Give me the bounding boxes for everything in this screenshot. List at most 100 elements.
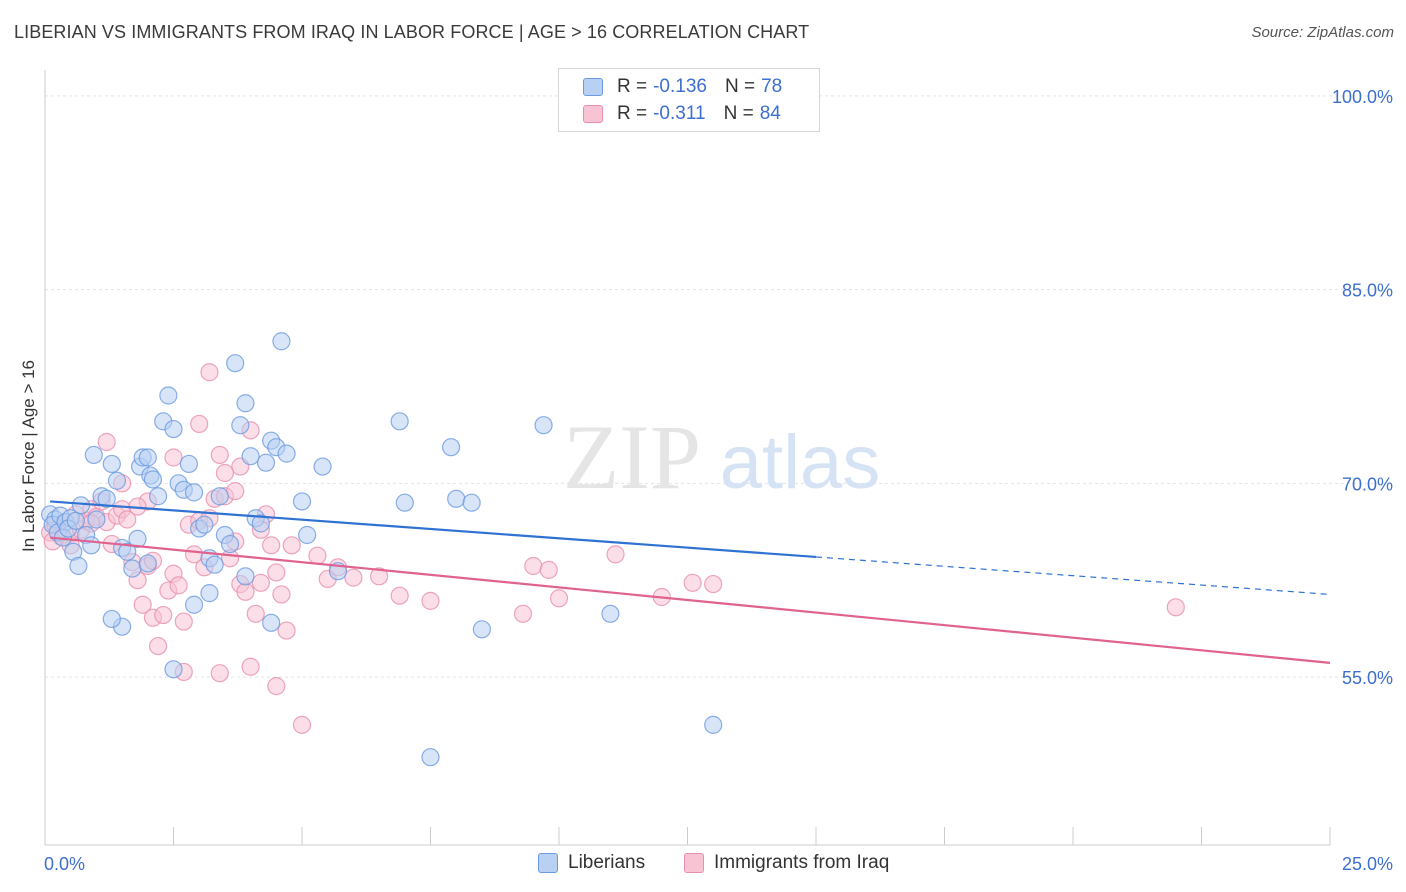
- liberian-point-55: [277, 444, 296, 463]
- liberian-point-36: [179, 454, 199, 474]
- iraq-point-22: [148, 636, 168, 656]
- bottom-legend-label-iraq: Immigrants from Iraq: [714, 852, 890, 873]
- liberian-point-45: [226, 354, 245, 373]
- iraq-point-39: [236, 582, 255, 601]
- legend-row-liberians: R = -0.136 N = 78: [583, 75, 782, 99]
- trend-liberians-extension: [815, 556, 1331, 596]
- liberian-point-70: [102, 609, 121, 629]
- bottom-legend-liberians: Liberians: [538, 852, 645, 874]
- liberian-point-76: [236, 567, 255, 586]
- iraq-point-23: [154, 605, 173, 625]
- iraq-point-57: [513, 604, 533, 623]
- liberian-point-74: [472, 620, 491, 639]
- liberian-point-18: [84, 445, 103, 465]
- liberian-point-47: [236, 394, 255, 413]
- iraq-point-26: [169, 576, 188, 595]
- liberian-point-41: [205, 555, 224, 574]
- legend-n-label: N =: [724, 76, 756, 97]
- iraq-point-27: [174, 612, 193, 631]
- iraq-point-40: [241, 657, 260, 676]
- bottom-legend-iraq: Immigrants from Iraq: [684, 852, 889, 874]
- watermark: ZIP atlas: [563, 406, 880, 508]
- legend-row-iraq: R = -0.311 N = 84: [583, 102, 781, 126]
- iraq-point-80: [215, 463, 234, 483]
- liberian-point-32: [159, 386, 178, 405]
- legend-r-label: R =: [617, 103, 648, 124]
- liberian-point-62: [447, 489, 466, 508]
- liberian-point-72: [200, 584, 219, 603]
- liberian-point-27: [138, 448, 157, 467]
- liberian-point-29: [143, 470, 163, 489]
- x-tick-label-1: 25.0%: [1342, 854, 1393, 874]
- iraq-point-16: [118, 510, 137, 529]
- y-tick-label-3: 55.0%: [1342, 668, 1393, 688]
- legend-n-value: 78: [761, 76, 783, 97]
- liberian-point-68: [164, 660, 183, 679]
- liberian-point-71: [184, 595, 204, 614]
- liberian-point-10: [71, 496, 91, 515]
- liberian-point-48: [241, 447, 260, 466]
- iraq-point-66: [200, 363, 219, 382]
- liberian-point-77: [138, 554, 157, 573]
- liberian-point-58: [313, 457, 332, 476]
- iraq-point-59: [539, 560, 558, 579]
- correlation-legend: R = -0.136 N = 78 R = -0.311 N = 84: [558, 68, 820, 132]
- iraq-point-78: [226, 481, 245, 501]
- liberian-point-56: [292, 492, 312, 511]
- legend-r-value: -0.136: [653, 76, 707, 97]
- bottom-legend-label-liberians: Liberians: [568, 852, 646, 873]
- liberian-point-23: [123, 559, 142, 578]
- x-tick-label-0: 0.0%: [44, 854, 85, 874]
- axes: [44, 70, 1331, 846]
- tick-labels: 100.0% 85.0% 70.0% 55.0% 0.0% 25.0%: [44, 87, 1393, 874]
- iraq-point-19: [133, 595, 152, 614]
- iraq-point-44: [262, 536, 281, 555]
- trend-lines: [50, 500, 1331, 664]
- iraq-point-42: [251, 573, 270, 592]
- liberian-point-30: [148, 487, 168, 506]
- liberian-point-65: [601, 604, 620, 623]
- iraq-point-48: [282, 536, 301, 555]
- series-liberians-points: [41, 332, 723, 767]
- liberian-point-12: [82, 536, 101, 555]
- iraq-point-54: [370, 567, 389, 586]
- liberian-point-59: [390, 412, 409, 431]
- liberian-point-73: [262, 613, 281, 632]
- iraq-point-68: [164, 448, 183, 467]
- iraq-point-58: [524, 556, 543, 576]
- liberian-point-20: [107, 471, 127, 490]
- iraq-point-60: [549, 589, 569, 608]
- iraq-point-74: [210, 664, 229, 683]
- liberian-point-57: [298, 525, 317, 545]
- liberian-point-39: [195, 515, 214, 534]
- iraq-point-53: [344, 568, 363, 587]
- iraq-point-56: [421, 591, 440, 610]
- bottom-legend-swatch-iraq: [684, 853, 704, 873]
- liberian-point-66: [704, 715, 723, 734]
- liberian-point-54: [272, 332, 291, 351]
- iraq-point-41: [246, 604, 265, 623]
- iraq-point-69: [97, 432, 116, 452]
- iraq-point-47: [277, 621, 296, 640]
- liberian-point-51: [256, 453, 276, 472]
- y-axis-label: In Labor Force | Age > 16: [19, 360, 38, 552]
- liberian-point-15: [87, 510, 106, 529]
- liberian-point-24: [128, 529, 147, 548]
- liberian-point-63: [462, 493, 481, 512]
- liberian-point-46: [231, 416, 250, 435]
- y-tick-label-0: 100.0%: [1332, 87, 1393, 107]
- legend-n-value: 84: [759, 103, 781, 124]
- bottom-legend-swatch-liberians: [538, 853, 558, 873]
- liberian-point-44: [220, 534, 240, 554]
- liberian-point-67: [421, 748, 440, 767]
- legend-swatch-iraq: [583, 105, 603, 123]
- y-tick-label-2: 70.0%: [1342, 474, 1393, 494]
- legend-swatch-liberians: [583, 78, 603, 96]
- liberian-point-60: [395, 493, 414, 512]
- iraq-point-67: [190, 414, 209, 434]
- iraq-point-75: [267, 677, 286, 696]
- liberian-point-50: [251, 514, 270, 533]
- iraq-point-55: [390, 586, 409, 605]
- liberian-point-22: [118, 542, 137, 561]
